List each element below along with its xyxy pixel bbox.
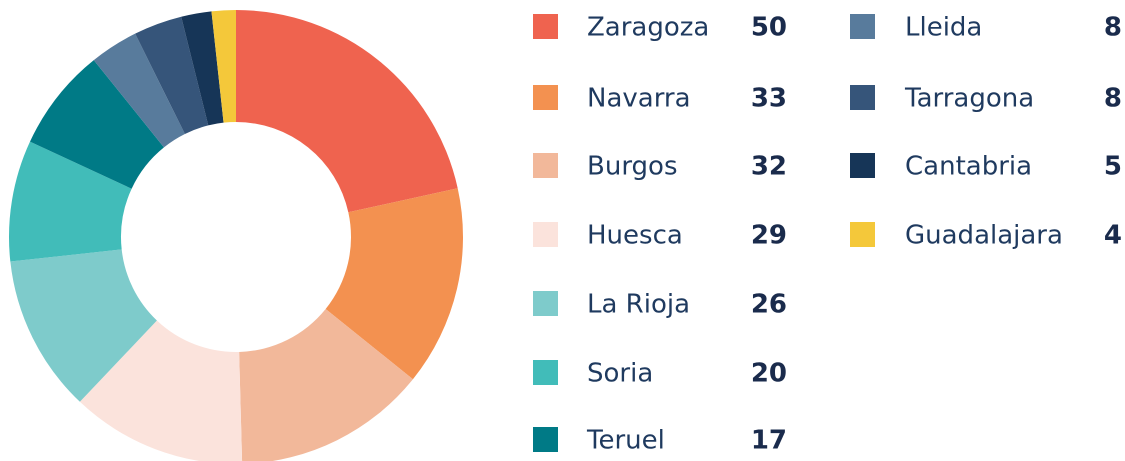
legend-swatch: [533, 291, 558, 316]
legend-swatch: [533, 427, 558, 452]
legend-value: 17: [751, 426, 787, 456]
donut-slice: [79, 320, 243, 461]
legend-label: Navarra: [587, 84, 691, 114]
legend-swatch: [850, 153, 875, 178]
legend-label: La Rioja: [587, 290, 690, 320]
legend-value: 33: [751, 84, 787, 114]
legend-swatch: [850, 85, 875, 110]
legend-value: 8: [1104, 13, 1122, 43]
legend-swatch: [533, 360, 558, 385]
legend-value: 32: [751, 152, 787, 182]
legend-value: 50: [751, 13, 787, 43]
legend-swatch: [850, 14, 875, 39]
donut-slice: [8, 141, 132, 262]
legend-value: 26: [751, 290, 787, 320]
legend-label: Cantabria: [905, 152, 1032, 182]
legend-label: Guadalajara: [905, 221, 1063, 251]
donut-slice: [211, 10, 236, 123]
legend-value: 8: [1104, 84, 1122, 114]
donut-slice: [135, 16, 209, 134]
donut-slice: [181, 11, 224, 126]
donut-slice: [236, 10, 458, 213]
donut-slice: [325, 188, 464, 380]
legend-label: Zaragoza: [587, 13, 709, 43]
legend-swatch: [850, 222, 875, 247]
legend-value: 5: [1104, 152, 1122, 182]
legend-label: Lleida: [905, 13, 982, 43]
legend-swatch: [533, 153, 558, 178]
donut-slice: [29, 60, 164, 189]
legend-value: 20: [751, 359, 787, 389]
legend-swatch: [533, 14, 558, 39]
legend-swatch: [533, 85, 558, 110]
legend-label: Teruel: [586, 426, 665, 456]
donut-slice: [93, 33, 185, 148]
donut-slice: [239, 309, 413, 461]
legend-value: 4: [1104, 221, 1122, 251]
legend-value: 29: [751, 221, 787, 251]
legend-label: Tarragona: [904, 84, 1034, 114]
legend-label: Burgos: [587, 152, 678, 182]
legend-label: Soria: [587, 359, 653, 389]
donut-slice: [10, 249, 157, 402]
legend-label: Huesca: [587, 221, 683, 251]
legend-swatch: [533, 222, 558, 247]
